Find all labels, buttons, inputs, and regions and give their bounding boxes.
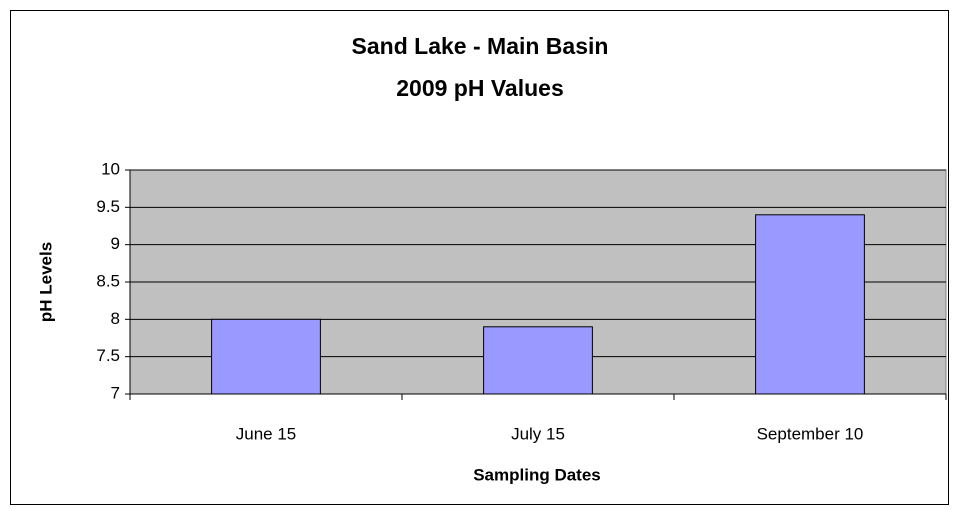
x-tick-label: July 15 [511, 424, 565, 443]
y-tick-label: 8 [111, 309, 120, 328]
x-axis-title: Sampling Dates [473, 465, 601, 484]
y-tick-label: 9.5 [96, 197, 120, 216]
bar [211, 318, 321, 395]
y-tick-label: 9 [111, 234, 120, 253]
y-tick-label: 10 [101, 159, 120, 178]
x-tick-label: September 10 [757, 424, 864, 443]
y-tick-label: 8.5 [96, 271, 120, 290]
y-tick-label: 7 [111, 383, 120, 402]
chart-title: Sand Lake - Main Basin [352, 33, 609, 59]
y-tick-label: 7.5 [96, 346, 120, 365]
bar [483, 326, 593, 395]
bar [755, 214, 865, 395]
y-axis-title: pH Levels [36, 242, 55, 322]
chart-title: 2009 pH Values [396, 75, 564, 101]
x-tick-label: June 15 [236, 424, 297, 443]
